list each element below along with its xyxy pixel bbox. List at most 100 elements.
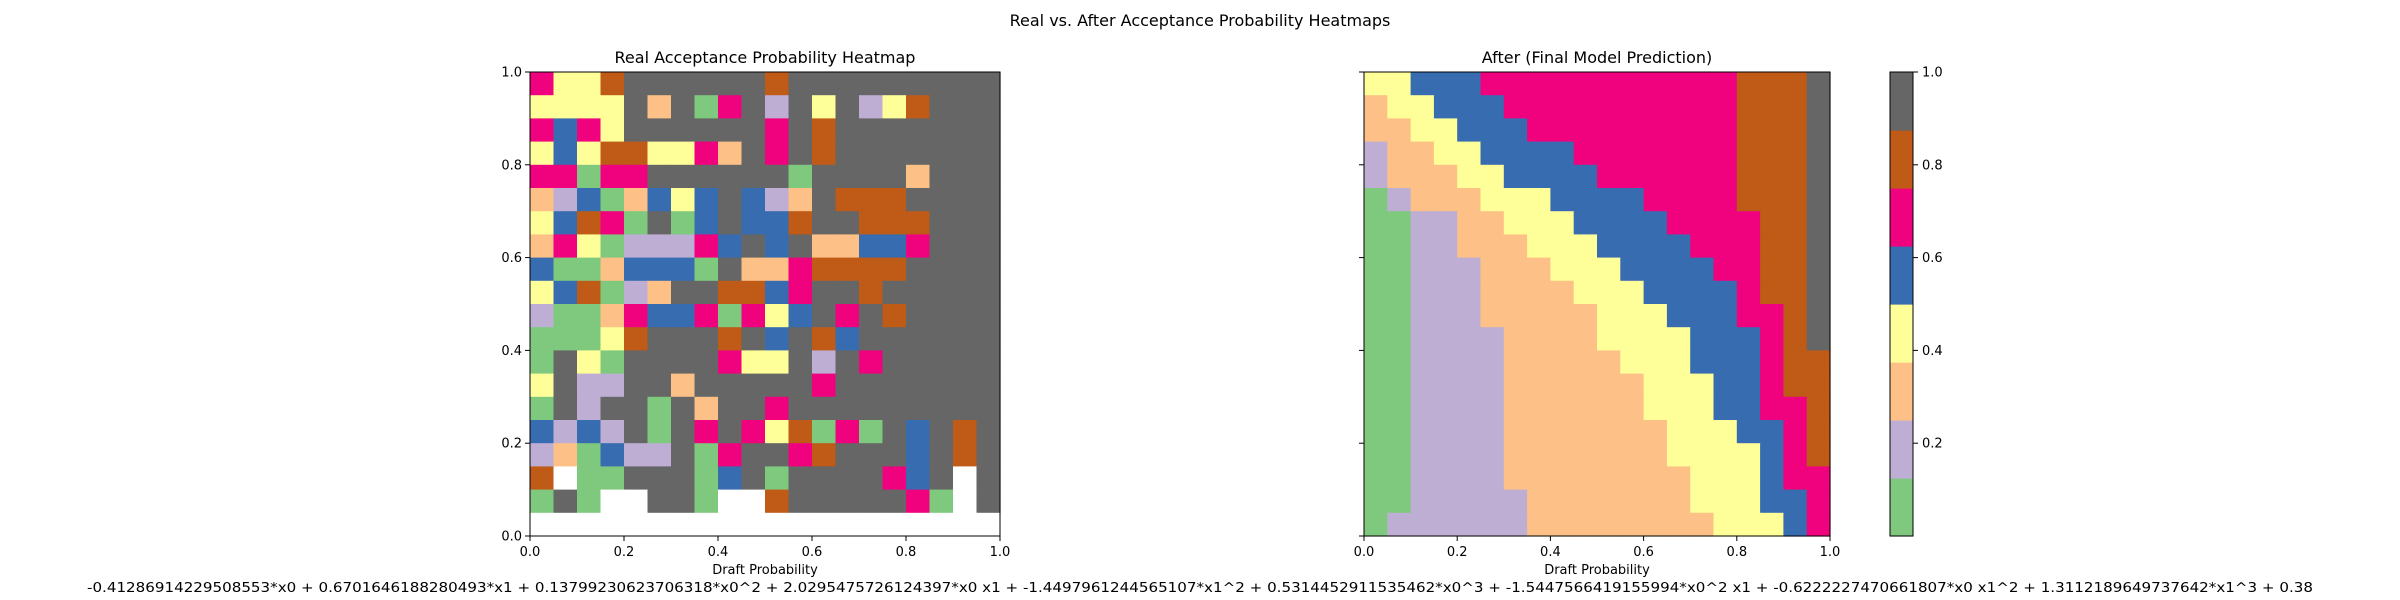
real-heatmap-cell [906,327,931,351]
real-heatmap-cell [741,350,766,375]
real-heatmap-cell [671,257,696,282]
real-heatmap-cell [929,466,954,491]
after-heatmap-cell [1597,420,1621,444]
after-heatmap-cell [1387,141,1412,166]
real-heatmap-cell [906,164,931,189]
after-heatmap-cell [1573,257,1598,282]
after-heatmap-cell [1550,280,1575,305]
real-heatmap-cell [859,280,884,305]
after-heatmap-cell [1410,72,1435,96]
after-heatmap-cell [1736,304,1761,328]
after-heatmap-cell [1387,466,1412,491]
real-heatmap-cell [530,373,555,398]
real-heatmap-cell [835,466,860,491]
real-heatmap-cell [953,489,978,514]
after-heatmap-cell [1666,141,1691,166]
after-heatmap-cell [1480,257,1505,282]
real-heatmap-cell [976,95,1001,119]
after-heatmap-cell [1433,373,1458,398]
after-heatmap-cell [1713,211,1738,235]
real-heatmap-cell [812,420,837,444]
real-heatmap-cell [906,304,931,328]
colorbar-tick-label: 0.4 [1922,344,1943,359]
real-heatmap-cell [694,234,719,259]
after-heatmap-cell [1597,466,1621,491]
after-heatmap-cell [1550,164,1575,189]
after-heatmap-cell [1620,420,1645,444]
real-heatmap-cell [812,512,837,537]
real-heatmap-cell [718,141,743,166]
real-heatmap-cell [624,327,649,351]
after-heatmap-cell [1620,188,1645,212]
real-heatmap-cell [530,211,555,235]
real-heatmap-cell [929,72,954,96]
real-heatmap-cell [694,420,719,444]
real-heatmap-cell [765,164,790,189]
after-heatmap-cell [1550,257,1575,282]
after-heatmap-cell [1620,164,1645,189]
real-heatmap-cell [624,141,649,166]
real-heatmap-cell [788,466,813,491]
real-heatmap-cell [765,327,790,351]
after-heatmap-cell [1760,373,1784,398]
after-heatmap-cell [1550,373,1575,398]
real-heatmap-cell [553,280,578,305]
after-heatmap-cell [1783,512,1808,537]
real-heatmap-cell [600,164,625,189]
real-heatmap-cell [647,466,672,491]
after-heatmap-cell [1480,141,1505,166]
after-heatmap-cell [1573,443,1598,467]
real-heatmap-cell [624,257,649,282]
after-heatmap-cell [1550,234,1575,259]
after-heatmap-cell [1690,234,1715,259]
real-heatmap-cell [953,350,978,375]
real-heatmap-cell [835,141,860,166]
real-heatmap-cell [553,164,578,189]
real-heatmap-cell [600,257,625,282]
after-heatmap-cell [1550,188,1575,212]
real-heatmap-cell [553,211,578,235]
real-heatmap-cell [976,141,1001,166]
real-x-tick-label: 0.0 [520,545,541,560]
real-heatmap-cell [671,164,696,189]
real-heatmap-cell [671,466,696,491]
after-heatmap-title: After (Final Model Prediction) [1482,48,1713,67]
real-heatmap-cell [929,512,954,537]
real-heatmap-cell [788,188,813,212]
real-heatmap-cell [882,211,907,235]
real-heatmap-cell [788,234,813,259]
real-heatmap-cell [577,188,602,212]
real-heatmap-cell [835,396,860,421]
real-x-tick-label: 0.2 [614,545,635,560]
real-heatmap-cell [624,72,649,96]
real-heatmap-cell [835,489,860,514]
real-heatmap-cell [835,373,860,398]
real-heatmap-cell [812,373,837,398]
after-heatmap-cell [1806,304,1831,328]
after-heatmap-cell [1573,280,1598,305]
after-heatmap-cell [1457,396,1482,421]
real-heatmap-cell [741,396,766,421]
real-heatmap-cell [600,466,625,491]
real-heatmap-cell [929,327,954,351]
real-heatmap-cell [553,304,578,328]
after-heatmap-cell [1410,188,1435,212]
real-heatmap-cell [647,257,672,282]
after-heatmap-cell [1736,164,1761,189]
real-heatmap-cell [906,280,931,305]
real-heatmap-cell [859,72,884,96]
real-heatmap-cell [788,443,813,467]
after-heatmap-cell [1387,95,1412,119]
after-heatmap-cell [1620,489,1645,514]
after-heatmap-cell [1783,95,1808,119]
after-heatmap-cell [1713,280,1738,305]
after-heatmap-cell [1480,95,1505,119]
real-heatmap-cell [976,72,1001,96]
after-heatmap-cell [1457,443,1482,467]
after-heatmap-cell [1760,420,1784,444]
real-heatmap-x-ticks: 0.0 0.2 0.4 0.6 0.8 1.0 [520,536,1010,560]
after-heatmap-cell [1736,95,1761,119]
after-heatmap-cell [1597,211,1621,235]
after-heatmap-cell [1783,350,1808,375]
real-heatmap-cell [882,164,907,189]
